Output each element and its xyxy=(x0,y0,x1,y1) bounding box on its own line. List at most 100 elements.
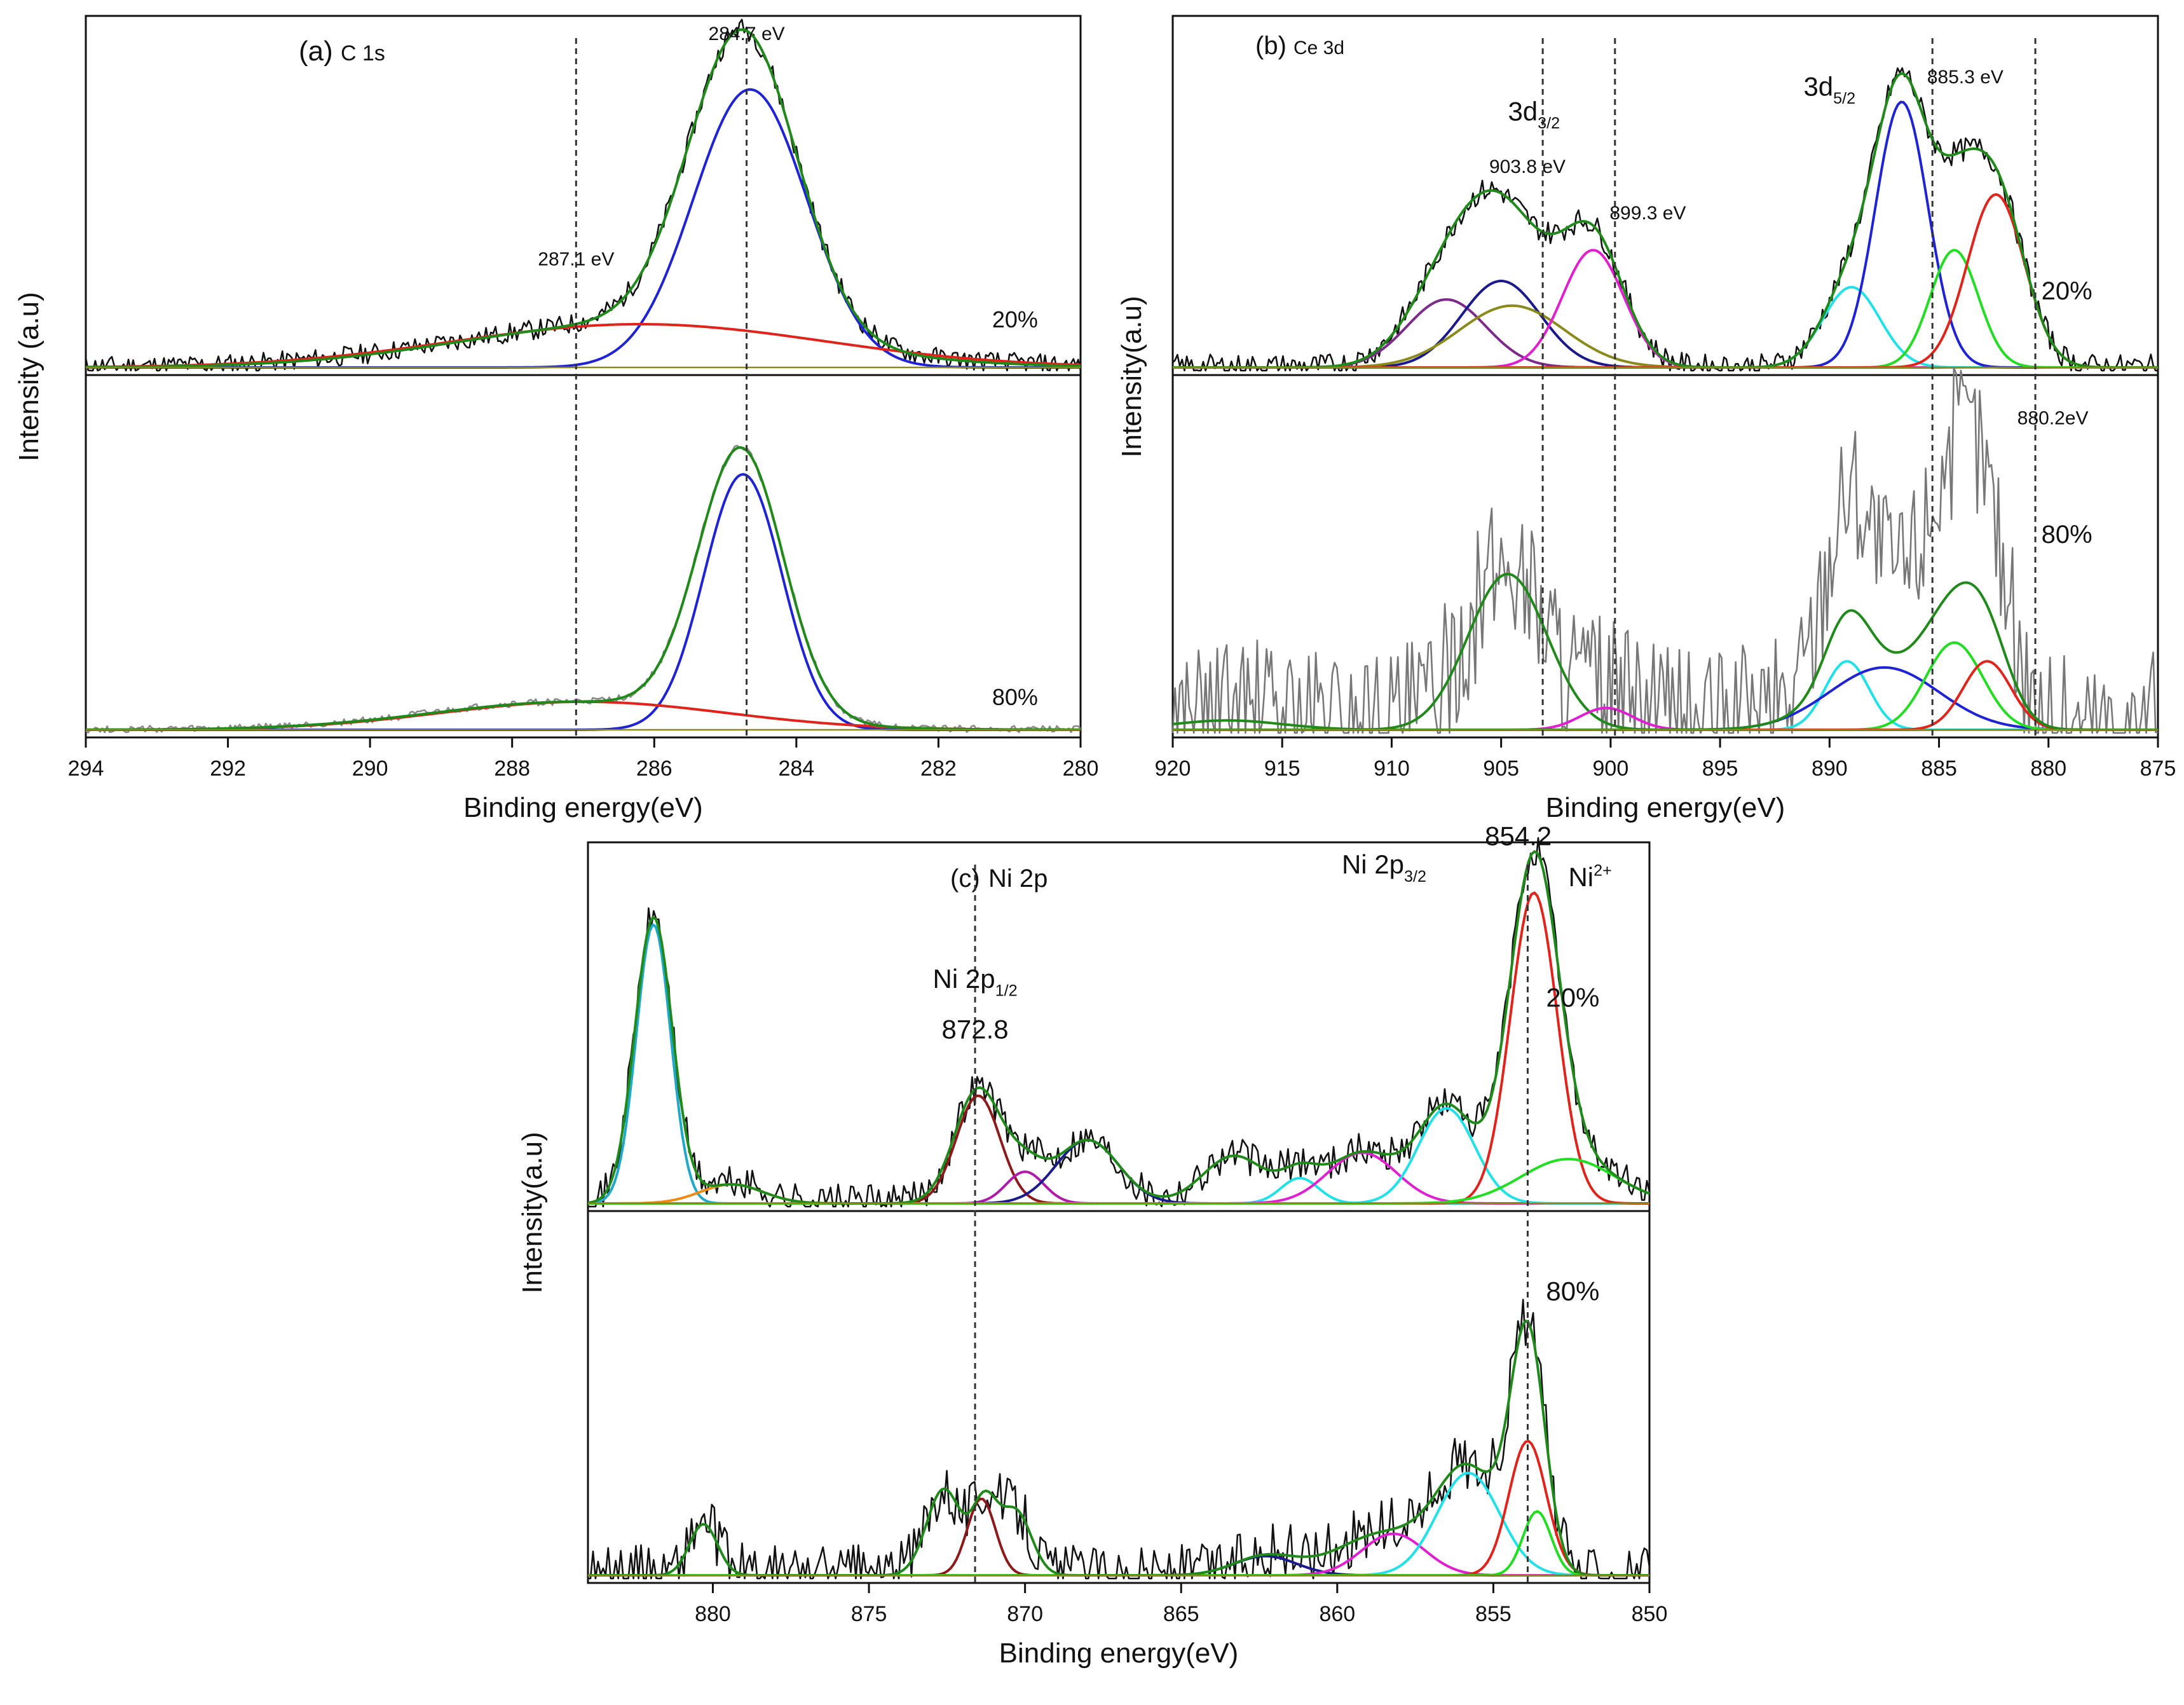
panel-title: Ce 3d xyxy=(1293,38,1344,58)
raw-data-line xyxy=(1171,367,2159,734)
annotation-label: Ni2+ xyxy=(1568,861,1611,892)
annotation-label: 854.2 xyxy=(1485,821,1552,851)
x-tick-label: 850 xyxy=(1632,1602,1668,1626)
panel-c: 880 875 870 865 860 855 850 Binding energy(eV) I… xyxy=(517,821,1667,1669)
row-80pct: 80% xyxy=(1171,367,2159,734)
annotation-subscript: 3/2 xyxy=(1404,868,1426,886)
annotation-label: 287.1 eV xyxy=(538,249,614,270)
fit-curve-886-7 xyxy=(1173,100,2158,369)
x-tick-label: 855 xyxy=(1475,1602,1512,1626)
row-20pct: 20% xyxy=(85,18,1082,372)
x-tick-label: 294 xyxy=(68,757,104,781)
x-axis-label: Binding energy(eV) xyxy=(1546,792,1785,823)
row-label: 80% xyxy=(1546,1276,1599,1306)
x-tick-label: 880 xyxy=(2030,757,2066,781)
annotation-label: 3d3/2 xyxy=(1508,96,1560,132)
row-20pct: 20% xyxy=(587,837,1651,1208)
annotation-label: 903.8 eV xyxy=(1489,156,1566,177)
x-tick-label: 292 xyxy=(210,757,246,781)
annotation-label: 885.3 eV xyxy=(1927,67,2003,88)
raw-data-line xyxy=(588,837,1651,1208)
fit-curve-envelope xyxy=(588,1319,1649,1577)
x-tick-label: 895 xyxy=(1702,757,1738,781)
x-tick-label: 885 xyxy=(1921,757,1957,781)
x-tick-label: 910 xyxy=(1374,757,1410,781)
x-tick-label: 284 xyxy=(778,757,814,781)
x-tick-label: 860 xyxy=(1319,1602,1355,1626)
annotation-label: Ni 2p3/2 xyxy=(1342,849,1426,886)
fit-curve-856-5 xyxy=(588,1107,1649,1205)
panel-b: 920 915 910 905 900 895 890 885 880 875 Binding en… xyxy=(1116,15,2176,823)
row-80pct: 80% xyxy=(588,1276,1651,1580)
plot-frame xyxy=(85,15,1082,739)
x-tick-label: 875 xyxy=(2140,757,2176,781)
x-tick-label: 870 xyxy=(1007,1602,1043,1626)
panel-title: Ni 2p xyxy=(988,865,1048,893)
raw-data-line xyxy=(85,18,1082,372)
fit-curve-envelope xyxy=(86,28,1081,369)
annotation-label: Ni 2p1/2 xyxy=(933,964,1018,1000)
annotation-label: 284.7 eV xyxy=(709,24,785,45)
annotation-text: 872.8 xyxy=(942,1015,1009,1044)
x-axis-label: Binding energy(eV) xyxy=(999,1638,1239,1669)
plot-frame xyxy=(587,841,1651,1584)
row-20pct: 20% xyxy=(1172,67,2158,372)
panel-letter: (a) xyxy=(299,36,333,67)
annotation-label: 3d5/2 xyxy=(1803,71,1855,107)
row-label: 20% xyxy=(1546,983,1599,1013)
annotation-label: 880.2eV xyxy=(2017,408,2089,429)
x-tick-label: 290 xyxy=(352,757,388,781)
x-tick-label: 865 xyxy=(1163,1602,1199,1626)
annotation-text: 880.2eV xyxy=(2017,408,2089,429)
annotation-subscript: 5/2 xyxy=(1833,90,1855,107)
row-label: 20% xyxy=(992,306,1038,332)
annotation-text: 899.3 eV xyxy=(1609,203,1686,224)
annotation-label: 872.8 xyxy=(942,1015,1009,1044)
x-tick-label: 920 xyxy=(1155,757,1191,781)
annotation-label: 899.3 eV xyxy=(1609,203,1686,224)
row-label: 20% xyxy=(2042,277,2092,305)
plot-frame xyxy=(1171,15,2159,739)
raw-data-line xyxy=(588,1299,1651,1580)
x-tick-label: 905 xyxy=(1483,757,1519,781)
annotation-text: Ni 2p xyxy=(1342,849,1404,879)
fit-curve-envelope xyxy=(587,850,1650,1205)
fit-curve-envelope xyxy=(86,446,1081,731)
panel-letter: (b) xyxy=(1255,32,1287,60)
annotation-text: Ni 2p xyxy=(933,964,995,994)
annotation-text: 3d xyxy=(1508,96,1538,126)
x-tick-label: 288 xyxy=(494,757,530,781)
x-tick-label: 280 xyxy=(1063,757,1099,781)
annotation-subscript: 3/2 xyxy=(1538,114,1560,132)
x-tick-label: 900 xyxy=(1593,757,1629,781)
panel-title: C 1s xyxy=(341,41,385,65)
y-axis-label: Intensity(a.u) xyxy=(517,1132,548,1293)
fit-curve-853-7 xyxy=(588,891,1649,1205)
x-tick-label: 890 xyxy=(1812,757,1848,781)
fit-curve-C-C xyxy=(86,473,1081,731)
y-axis-label: Intensity (a.u) xyxy=(13,292,44,462)
annotation-text: 854.2 xyxy=(1485,821,1552,851)
panel-a: 294 292 290 288 286 284 282 280 Binding energy(e… xyxy=(13,15,1099,823)
annotation-text: 287.1 eV xyxy=(538,249,614,270)
annotation-superscript: 2+ xyxy=(1594,861,1612,879)
fit-curve-861-2 xyxy=(588,1177,1649,1205)
annotation-text: 903.8 eV xyxy=(1489,156,1566,177)
x-tick-label: 875 xyxy=(851,1602,887,1626)
x-tick-label: 915 xyxy=(1264,757,1300,781)
annotation-text: Ni xyxy=(1568,862,1594,892)
x-tick-label: 286 xyxy=(636,757,672,781)
fit-curve-envelope xyxy=(1173,72,2158,369)
x-tick-label: 282 xyxy=(920,757,957,781)
fit-curve-881-9 xyxy=(587,923,1649,1205)
annotation-text: 885.3 eV xyxy=(1927,67,2003,88)
annotation-text: 284.7 eV xyxy=(709,24,785,45)
row-80pct: 80% xyxy=(85,444,1081,734)
x-axis-label: Binding energy(eV) xyxy=(463,792,703,823)
annotation-text: 3d xyxy=(1803,71,1833,101)
raw-data-line xyxy=(85,444,1081,734)
y-axis-label: Intensity(a.u) xyxy=(1116,296,1147,457)
annotation-subscript: 1/2 xyxy=(995,982,1018,999)
x-tick-label: 880 xyxy=(695,1602,731,1626)
